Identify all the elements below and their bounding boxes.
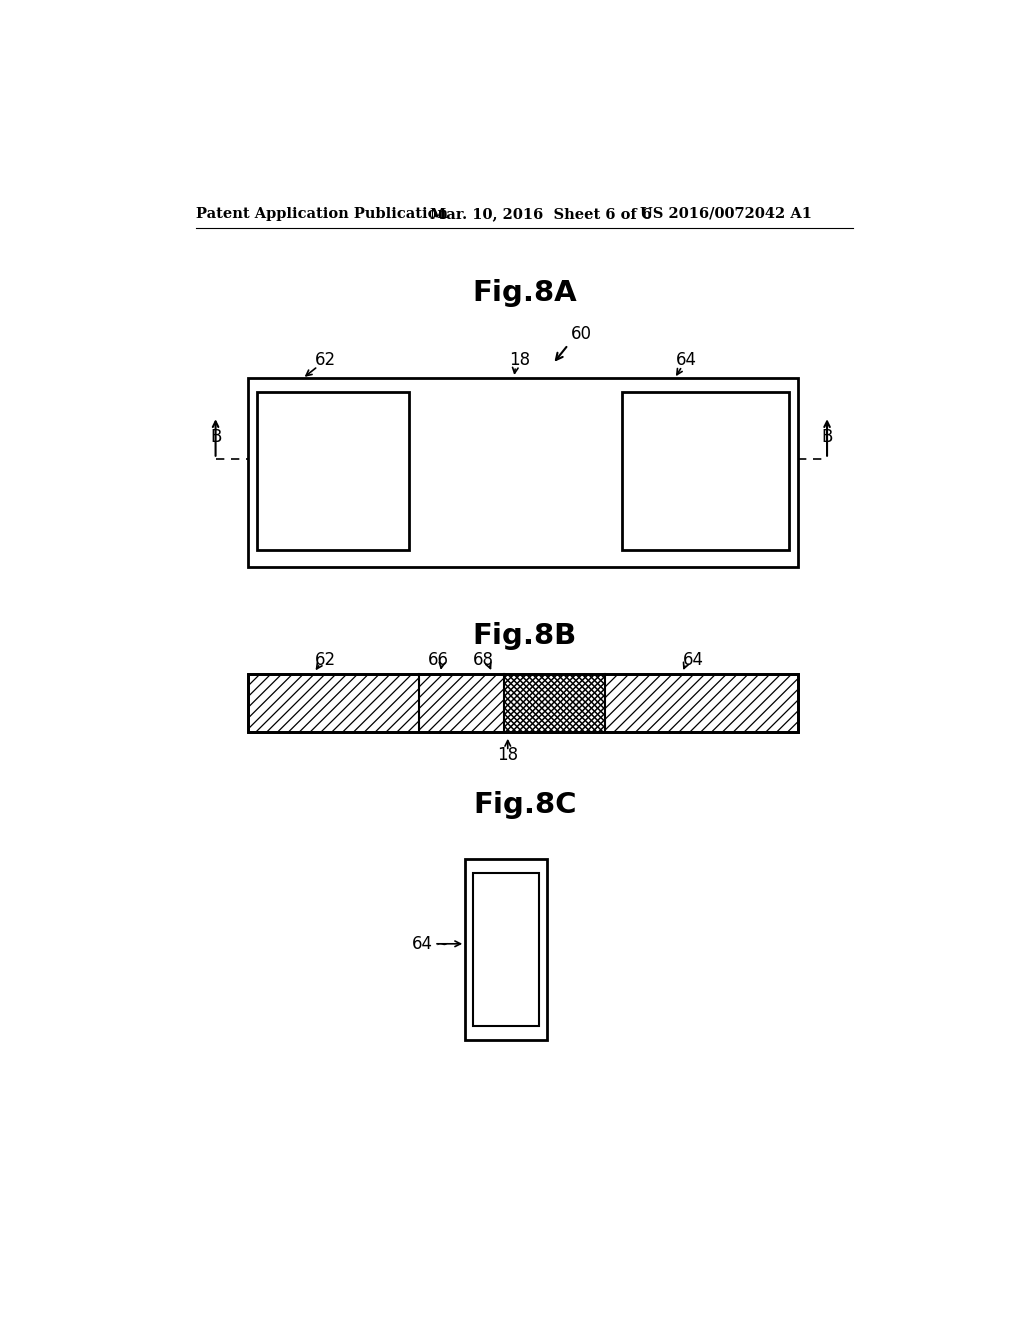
Text: 62: 62 bbox=[315, 351, 336, 370]
Text: 68: 68 bbox=[472, 652, 494, 669]
Text: 66: 66 bbox=[427, 652, 449, 669]
Bar bbox=[248, 675, 799, 733]
Bar bbox=[248, 675, 799, 733]
Text: B: B bbox=[821, 428, 833, 446]
Text: ~: ~ bbox=[435, 936, 449, 952]
Bar bbox=[248, 378, 799, 566]
Text: Mar. 10, 2016  Sheet 6 of 6: Mar. 10, 2016 Sheet 6 of 6 bbox=[430, 207, 652, 220]
Text: 18: 18 bbox=[498, 746, 518, 764]
Text: Fig.8C: Fig.8C bbox=[473, 791, 577, 820]
Text: 62: 62 bbox=[315, 652, 336, 669]
Text: 64: 64 bbox=[412, 935, 433, 953]
Text: 64: 64 bbox=[683, 652, 705, 669]
Bar bbox=[257, 392, 409, 549]
Text: Fig.8B: Fig.8B bbox=[473, 622, 577, 649]
Text: Patent Application Publication: Patent Application Publication bbox=[197, 207, 449, 220]
Bar bbox=[623, 392, 790, 549]
Text: Fig.8A: Fig.8A bbox=[472, 279, 578, 308]
Text: 18: 18 bbox=[509, 351, 530, 370]
Text: B: B bbox=[210, 428, 221, 446]
Text: 64: 64 bbox=[676, 351, 696, 370]
Bar bbox=[473, 873, 539, 1026]
Bar bbox=[465, 859, 547, 1040]
Text: 60: 60 bbox=[571, 325, 592, 343]
Text: US 2016/0072042 A1: US 2016/0072042 A1 bbox=[640, 207, 811, 220]
